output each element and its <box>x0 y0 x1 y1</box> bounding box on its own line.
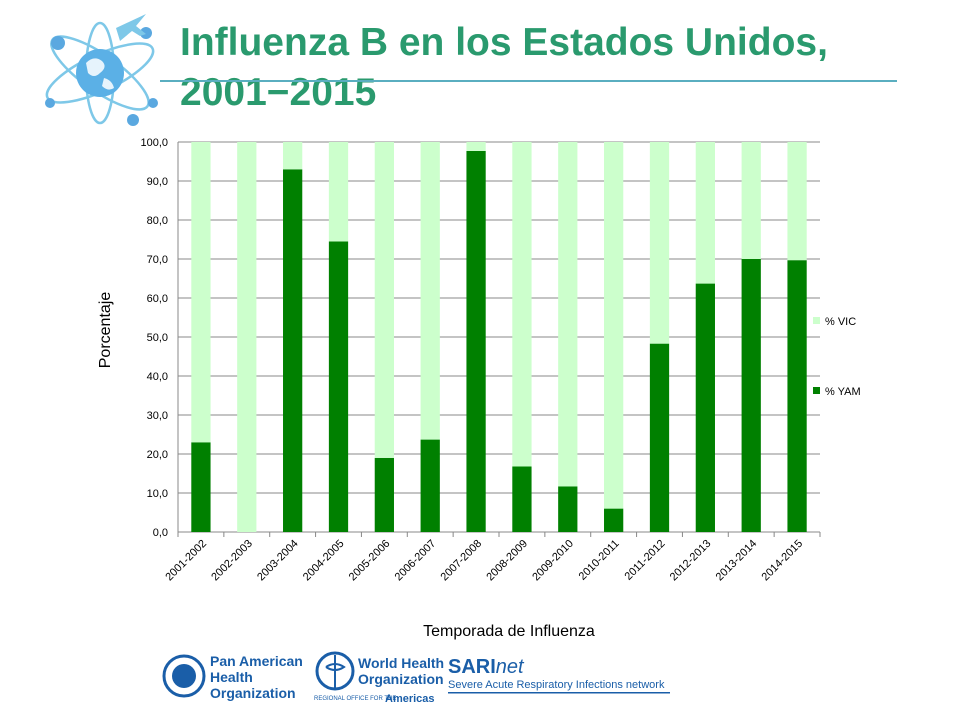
bar-vic-2005-2006 <box>374 142 394 458</box>
bar-vic-2013-2014 <box>741 142 761 259</box>
bar-yam-2005-2006 <box>374 457 394 532</box>
y-tick-label: 90,0 <box>147 176 168 188</box>
bar-yam-2010-2011 <box>604 508 624 532</box>
bar-yam-2014-2015 <box>787 260 807 532</box>
x-tick-label: 2009-2010 <box>530 538 576 584</box>
x-tick-label: 2014-2015 <box>760 538 806 584</box>
bar-vic-2001-2002 <box>191 142 211 443</box>
bar-vic-2012-2013 <box>695 142 715 284</box>
y-tick-label: 50,0 <box>147 332 168 344</box>
y-tick-label: 70,0 <box>147 254 168 266</box>
who-region-text: Americas <box>385 693 435 705</box>
y-tick-label: 80,0 <box>147 215 168 227</box>
x-tick-label: 2002-2003 <box>209 538 255 584</box>
bar-vic-2002-2003 <box>237 142 257 532</box>
bar-vic-2014-2015 <box>787 142 807 261</box>
x-tick-label: 2012-2013 <box>668 538 714 584</box>
paho-logo-text-line1: Pan American <box>210 653 303 669</box>
bar-yam-2009-2010 <box>558 486 578 532</box>
who-logo: World Health Organization REGIONAL OFFIC… <box>314 651 444 705</box>
paho-logo-text-line2: Health <box>210 669 253 685</box>
x-tick-label: 2013-2014 <box>714 538 760 584</box>
x-tick-label: 2007-2008 <box>439 538 485 584</box>
y-tick-label: 20,0 <box>147 449 168 461</box>
bar-vic-2011-2012 <box>649 142 670 344</box>
bar-vic-2003-2004 <box>283 142 303 170</box>
legend-label: % YAM <box>825 386 861 398</box>
bar-yam-2003-2004 <box>283 169 303 533</box>
bar-yam-2013-2014 <box>741 259 761 532</box>
who-logo-text-line2: Organization <box>358 671 444 687</box>
paho-logo-text-line3: Organization <box>210 685 296 701</box>
y-tick-label: 40,0 <box>147 371 168 383</box>
bar-yam-2001-2002 <box>191 442 211 532</box>
paho-logo: Pan American Health Organization <box>162 653 303 701</box>
x-tick-label: 2005-2006 <box>347 538 393 584</box>
x-tick-label: 2006-2007 <box>393 538 439 584</box>
y-tick-label: 60,0 <box>147 293 168 305</box>
bar-yam-2008-2009 <box>512 466 532 532</box>
x-tick-label: 2011-2012 <box>623 538 668 583</box>
bar-vic-2008-2009 <box>512 142 532 467</box>
title-divider <box>160 80 897 82</box>
x-tick-label: 2004-2005 <box>301 538 347 584</box>
who-regional-office-text: REGIONAL OFFICE FOR THE <box>314 696 396 702</box>
emblem-logo-icon <box>45 14 158 126</box>
y-tick-label: 0,0 <box>153 527 168 539</box>
footer-logos: Pan American Health Organization World H… <box>162 651 670 705</box>
x-tick-label: 2001-2002 <box>163 538 209 584</box>
sarinet-logo: SARInet Severe Acute Respiratory Infecti… <box>448 656 670 694</box>
page-title: Influenza B en los Estados Unidos, 2001−… <box>180 21 828 114</box>
paho-emblem-icon <box>162 654 206 698</box>
x-axis-title: Temporada de Influenza <box>423 623 595 640</box>
y-tick-label: 100,0 <box>140 137 168 149</box>
bar-yam-2012-2013 <box>695 283 715 532</box>
sarinet-wordmark: SARInet <box>448 656 525 678</box>
bar-yam-2006-2007 <box>420 439 440 532</box>
y-tick-label: 30,0 <box>147 410 168 422</box>
x-tick-label: 2008-2009 <box>484 538 530 584</box>
bar-vic-2007-2008 <box>466 142 486 151</box>
bar-vic-2004-2005 <box>328 142 349 242</box>
x-tick-label: 2010-2011 <box>577 538 622 583</box>
legend-swatch <box>813 387 820 394</box>
bar-yam-2011-2012 <box>649 343 670 532</box>
bar-yam-2004-2005 <box>328 241 349 532</box>
y-axis-title: Porcentaje <box>97 292 114 369</box>
bar-vic-2010-2011 <box>604 142 624 509</box>
legend-swatch <box>813 317 820 324</box>
sarinet-tagline: Severe Acute Respiratory Infections netw… <box>448 679 665 691</box>
bar-yam-2007-2008 <box>466 150 486 532</box>
legend-label: % VIC <box>825 316 856 328</box>
x-tick-label: 2003-2004 <box>255 538 301 584</box>
who-logo-text-line1: World Health <box>358 655 444 671</box>
bar-vic-2006-2007 <box>420 142 440 440</box>
y-tick-label: 10,0 <box>147 488 168 500</box>
bar-vic-2009-2010 <box>558 142 578 487</box>
